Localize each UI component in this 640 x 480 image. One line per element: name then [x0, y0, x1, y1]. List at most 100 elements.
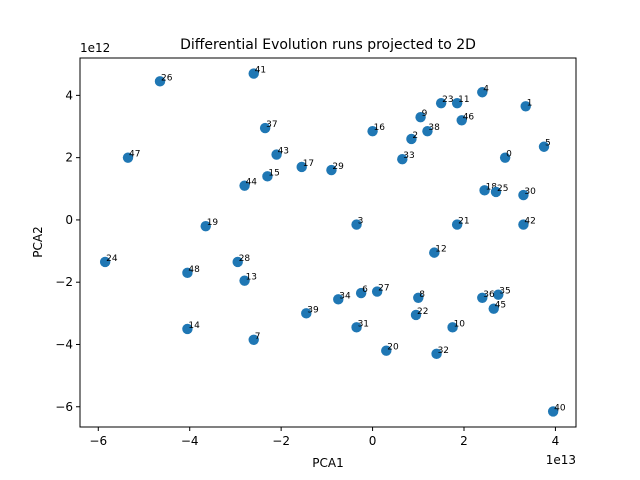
data-point [490, 186, 502, 198]
x-axis-offset-label: 1e13 [546, 453, 576, 467]
y-tick-label: 2 [65, 151, 73, 165]
data-point-label: 16 [374, 123, 386, 133]
data-point [333, 294, 344, 305]
data-point-label: 45 [495, 301, 506, 311]
data-point [429, 247, 440, 258]
x-axis: −6 −4 −2 0 2 4 [89, 427, 559, 448]
data-point [422, 125, 433, 137]
x-tick-label: −4 [181, 434, 199, 448]
data-point-label: 1 [527, 98, 533, 108]
plot-area: 0123456789101112131415161718192021222324… [99, 66, 566, 417]
data-point [499, 152, 511, 163]
data-point [451, 97, 463, 109]
data-point [547, 406, 559, 417]
data-point [406, 133, 417, 145]
data-point-label: 37 [266, 120, 277, 130]
x-tick-label: −6 [89, 434, 107, 448]
data-point [122, 152, 134, 163]
data-point-label: 22 [417, 307, 428, 317]
data-point-label: 7 [255, 332, 261, 342]
data-point-label: 13 [246, 273, 257, 283]
data-point [381, 345, 392, 356]
data-point [447, 322, 458, 333]
data-point-label: 34 [339, 291, 351, 301]
data-point [367, 125, 378, 137]
data-point-label: 44 [246, 178, 258, 188]
data-point-label: 28 [239, 254, 251, 264]
data-point [397, 154, 408, 165]
y-tick-label: −2 [55, 275, 73, 289]
data-point-label: 43 [278, 147, 289, 157]
data-point-label: 47 [129, 150, 140, 160]
data-point [248, 68, 259, 79]
data-point-label: 42 [524, 217, 535, 227]
data-point-label: 21 [458, 217, 469, 227]
data-point-label: 39 [307, 305, 319, 315]
data-point [262, 171, 273, 182]
data-point-label: 9 [422, 109, 428, 119]
data-point-label: 40 [554, 403, 566, 413]
data-point [239, 275, 250, 286]
data-point-label: 17 [303, 159, 314, 169]
data-point [154, 76, 166, 87]
data-point-label: 0 [506, 150, 512, 160]
y-tick-label: −4 [55, 337, 73, 351]
data-point-label: 15 [268, 168, 279, 178]
data-point-label: 4 [483, 84, 489, 94]
data-point [413, 292, 424, 303]
data-point-label: 19 [207, 218, 219, 228]
data-point [451, 219, 463, 230]
data-point-label: 26 [161, 73, 173, 83]
data-point-label: 3 [358, 217, 364, 227]
data-point [326, 164, 337, 176]
y-tick-label: −6 [55, 400, 73, 414]
data-point [301, 308, 312, 319]
y-tick-label: 0 [65, 213, 73, 227]
data-point [456, 115, 467, 126]
data-point [435, 97, 447, 109]
data-point [271, 149, 282, 160]
data-point [182, 267, 193, 279]
axes-frame [79, 57, 577, 428]
data-point [239, 180, 250, 191]
data-point-label: 41 [255, 66, 266, 76]
data-point-label: 18 [486, 182, 498, 192]
data-point [538, 141, 550, 152]
data-point [296, 161, 307, 173]
x-tick-label: 0 [369, 434, 377, 448]
data-point-label: 36 [483, 290, 495, 300]
chart-title: Differential Evolution runs projected to… [180, 37, 476, 53]
y-axis-offset-label: 1e12 [80, 41, 110, 55]
data-point-label: 14 [188, 321, 200, 331]
data-point-label: 27 [378, 284, 389, 294]
data-point [477, 292, 488, 303]
data-point [518, 189, 529, 201]
data-point [520, 101, 531, 112]
data-point-label: 29 [332, 162, 344, 172]
data-point-label: 8 [419, 290, 425, 300]
x-axis-label: PCA1 [312, 456, 343, 470]
data-point-label: 46 [463, 112, 475, 122]
y-tick-label: 4 [65, 88, 73, 102]
data-point [410, 309, 422, 321]
data-point [232, 256, 243, 268]
data-point-label: 25 [497, 184, 508, 194]
data-point [479, 185, 490, 196]
data-point-label: 11 [458, 95, 469, 105]
data-point-label: 30 [524, 187, 536, 197]
data-point-label: 38 [428, 123, 440, 133]
data-point [493, 289, 504, 300]
data-point [259, 122, 271, 134]
data-point [351, 219, 362, 230]
data-point [371, 286, 383, 297]
data-point-label: 10 [454, 319, 466, 329]
data-point-label: 12 [435, 245, 446, 255]
data-point [182, 323, 193, 335]
data-point [351, 322, 362, 333]
data-point-label: 33 [403, 151, 414, 161]
data-point-label: 35 [499, 287, 510, 297]
data-point [248, 334, 259, 346]
data-point [200, 220, 211, 232]
